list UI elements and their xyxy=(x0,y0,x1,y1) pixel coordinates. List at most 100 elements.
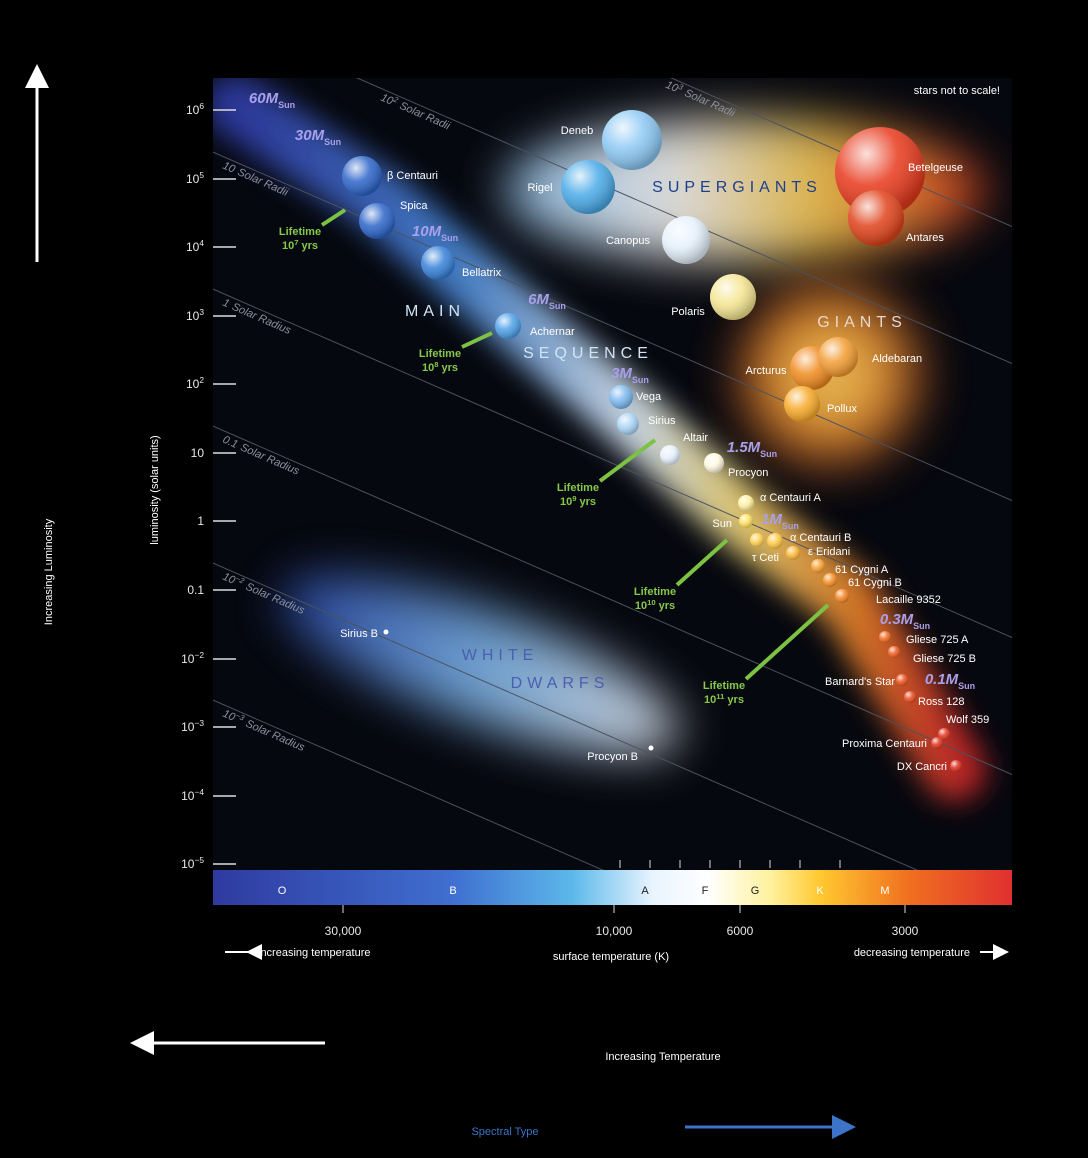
base: 10 xyxy=(186,172,200,186)
white-dwarf-glow xyxy=(281,576,679,754)
radius-line xyxy=(213,288,1012,638)
lifetime-pointer xyxy=(461,331,493,349)
star-body xyxy=(648,745,654,751)
star-shine xyxy=(739,514,753,528)
subscript: Sun xyxy=(632,375,649,385)
radius-line xyxy=(213,699,604,870)
star-label: Sun xyxy=(712,518,732,530)
star-label: Gliese 725 A xyxy=(906,634,969,646)
exponent: −3 xyxy=(194,718,204,728)
lifetime-label: Lifetime xyxy=(703,680,745,692)
star xyxy=(786,546,800,560)
base: 10 xyxy=(221,571,238,587)
lifetime-value: 107 yrs xyxy=(282,238,318,253)
star xyxy=(938,728,950,740)
star-label: Vega xyxy=(636,391,662,403)
star xyxy=(896,674,908,686)
star-shine xyxy=(421,246,455,280)
star-label: Barnard's Star xyxy=(825,676,895,688)
star-label: Bellatrix xyxy=(462,267,502,279)
luminosity-label: Increasing Luminosity xyxy=(43,518,55,625)
star-shine xyxy=(938,728,950,740)
radius-line xyxy=(213,151,1012,501)
star-label: Wolf 359 xyxy=(946,714,989,726)
star xyxy=(931,737,943,749)
star-label: α Centauri B xyxy=(790,532,851,544)
star xyxy=(848,190,904,246)
star-label: Procyon B xyxy=(587,751,638,763)
symbol: M xyxy=(536,291,549,308)
star xyxy=(602,110,662,170)
temperature-label: Increasing Temperature xyxy=(605,1051,720,1063)
base: 10 xyxy=(186,103,200,117)
y-tick-label: 0.1 xyxy=(187,583,204,597)
exponent: 8 xyxy=(434,360,439,369)
y-tick-label: 10 xyxy=(191,446,205,460)
star xyxy=(750,533,764,547)
subscript: Sun xyxy=(441,233,458,243)
star-shine xyxy=(609,385,633,409)
mass-label: 1.5MSun xyxy=(727,439,777,459)
star-label: Spica xyxy=(400,200,428,212)
star-shine xyxy=(888,646,900,658)
mass-label: 30MSun xyxy=(295,127,341,147)
exponent: 10 xyxy=(647,598,656,607)
x-axis-label: surface temperature (K) xyxy=(553,951,669,963)
star-label: β Centauri xyxy=(387,170,438,182)
star-shine xyxy=(710,274,756,320)
star xyxy=(738,495,754,511)
star-shine xyxy=(950,760,962,772)
star-shine xyxy=(495,313,521,339)
star-shine xyxy=(823,573,837,587)
mass-label: 10MSun xyxy=(412,223,458,243)
star-shine xyxy=(835,589,849,603)
exponent: 9 xyxy=(572,494,576,503)
region-label: SEQUENCE xyxy=(523,345,653,362)
unit: yrs xyxy=(302,240,319,252)
lifetime-value: 1011 yrs xyxy=(704,692,744,707)
symbol: M xyxy=(769,511,782,528)
exponent: −2 xyxy=(194,650,204,660)
spectral-label: Spectral Type xyxy=(471,1126,538,1138)
star-shine xyxy=(662,216,710,264)
region-label: WHITE xyxy=(462,647,539,664)
star xyxy=(739,514,753,528)
star-label: ε Eridani xyxy=(808,546,850,558)
star xyxy=(609,385,633,409)
star-label: Achernar xyxy=(530,326,575,338)
y-tick-label: 106 xyxy=(186,101,204,117)
star xyxy=(648,745,654,751)
lifetime-pointer xyxy=(320,208,347,227)
base: 10 xyxy=(704,694,716,706)
star-label: α Centauri A xyxy=(760,492,821,504)
star-label: Betelgeuse xyxy=(908,162,963,174)
star xyxy=(950,760,962,772)
x-tick-label: 3000 xyxy=(892,924,919,938)
spectral-class: M xyxy=(880,885,889,897)
base: 10 xyxy=(186,240,200,254)
base: 10 xyxy=(664,79,681,95)
mass-label: 0.3MSun xyxy=(880,611,930,631)
star-label: Procyon xyxy=(728,467,768,479)
base: 10 xyxy=(186,309,200,323)
y-tick-label: 10−2 xyxy=(181,650,204,666)
lifetime-value: 1010 yrs xyxy=(635,598,675,613)
star-label: Altair xyxy=(683,432,708,444)
base: 0.1 xyxy=(187,583,204,597)
x-tick-label: 10,000 xyxy=(596,924,633,938)
lifetime-value: 109 yrs xyxy=(560,494,596,509)
star-shine xyxy=(904,691,916,703)
spectral-class: O xyxy=(278,885,287,897)
symbol: M xyxy=(619,365,632,382)
y-tick-label: 105 xyxy=(186,170,204,186)
main-sequence-glow xyxy=(213,78,986,801)
lifetime-pointer xyxy=(675,538,729,587)
x-tick-label: 30,000 xyxy=(325,924,362,938)
mass-label: 0.1MSun xyxy=(925,671,975,691)
unit: yrs xyxy=(659,600,676,612)
unit: yrs xyxy=(442,362,459,374)
y-tick-label: 10−5 xyxy=(181,855,204,871)
y-tick-label: 102 xyxy=(186,375,204,391)
value: 60 xyxy=(249,90,266,107)
